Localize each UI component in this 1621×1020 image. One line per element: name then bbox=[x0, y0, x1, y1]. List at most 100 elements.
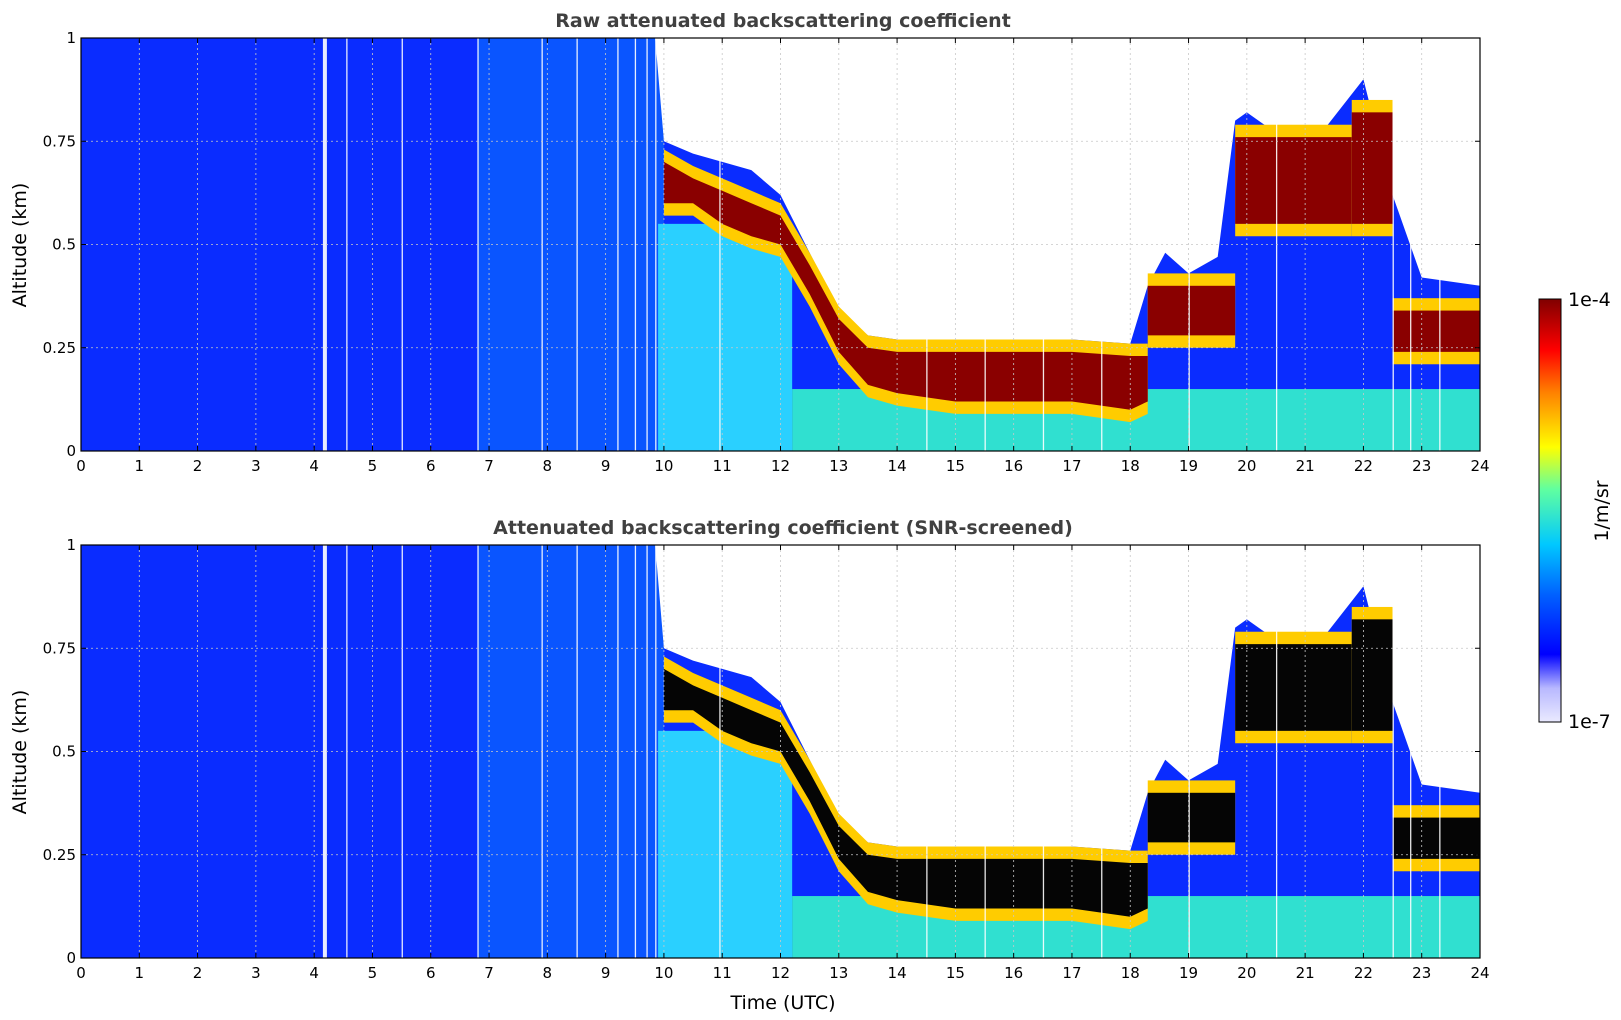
data-gap-stripe bbox=[1042, 38, 1045, 451]
data-gap-stripe bbox=[1439, 545, 1441, 958]
data-gap-stripe bbox=[1188, 38, 1190, 451]
y-tick-label: 0.5 bbox=[52, 743, 76, 761]
x-tick-label: 11 bbox=[713, 457, 732, 475]
aerosol-layer bbox=[1392, 310, 1480, 352]
x-tick-label: 7 bbox=[484, 964, 494, 982]
aerosol-layer bbox=[1147, 792, 1236, 843]
panel-screened: Attenuated backscattering coefficient (S… bbox=[9, 517, 1490, 1014]
y-tick-label: 0.5 bbox=[52, 236, 76, 254]
aerosol-layer bbox=[1235, 644, 1352, 731]
y-axis-label: Altitude (km) bbox=[9, 183, 31, 308]
x-tick-label: 12 bbox=[771, 457, 790, 475]
x-tick-label: 18 bbox=[1121, 964, 1140, 982]
x-ticks: 0 1 2 3 4 5 6 7 8 9 10 11 12 13 14 15 16 17 18 19 20 21 22 23 24 bbox=[76, 38, 1490, 475]
x-tick-label: 16 bbox=[1004, 964, 1023, 982]
x-tick-label: 19 bbox=[1179, 457, 1198, 475]
x-tick-label: 1 bbox=[135, 457, 145, 475]
heatmap-region bbox=[658, 223, 793, 451]
grid-lines bbox=[80, 545, 1481, 958]
x-tick-label: 20 bbox=[1237, 964, 1256, 982]
x-tick-label: 21 bbox=[1296, 964, 1315, 982]
x-tick-label: 3 bbox=[251, 457, 261, 475]
x-tick-label: 24 bbox=[1470, 964, 1489, 982]
x-tick-label: 23 bbox=[1412, 964, 1431, 982]
x-tick-label: 1 bbox=[135, 964, 145, 982]
x-tick-label: 17 bbox=[1062, 964, 1081, 982]
colorbar: 1e-4 1e-7 1/m/sr bbox=[1538, 289, 1613, 733]
y-tick-label: 1 bbox=[66, 536, 76, 554]
y-tick-label: 1 bbox=[66, 29, 76, 47]
x-tick-label: 15 bbox=[946, 964, 965, 982]
y-ticks: 0 0.25 0.5 0.75 1 bbox=[43, 29, 1480, 460]
x-tick-label: 19 bbox=[1179, 964, 1198, 982]
panel-raw: Raw attenuated backscattering coefficien… bbox=[9, 10, 1490, 475]
data-gap-stripe bbox=[719, 545, 721, 958]
x-tick-label: 22 bbox=[1354, 457, 1373, 475]
x-tick-label: 10 bbox=[654, 964, 673, 982]
x-tick-label: 13 bbox=[829, 964, 848, 982]
y-axis-label: Altitude (km) bbox=[9, 690, 31, 815]
grid-lines bbox=[80, 38, 1481, 451]
x-ticks: 0 1 2 3 4 5 6 7 8 9 10 11 12 13 14 15 16 17 18 19 20 21 22 23 24 bbox=[76, 545, 1490, 982]
x-tick-label: 22 bbox=[1354, 964, 1373, 982]
x-tick-label: 12 bbox=[771, 964, 790, 982]
x-tick-label: 9 bbox=[601, 964, 611, 982]
x-tick-label: 18 bbox=[1121, 457, 1140, 475]
colorbar-gradient bbox=[1538, 298, 1562, 723]
data-gap-stripe bbox=[655, 38, 657, 451]
x-tick-label: 3 bbox=[251, 964, 261, 982]
heatmap-region bbox=[658, 730, 793, 958]
x-tick-label: 6 bbox=[426, 457, 436, 475]
x-tick-label: 7 bbox=[484, 457, 494, 475]
x-tick-label: 14 bbox=[888, 964, 907, 982]
x-tick-label: 0 bbox=[76, 457, 86, 475]
aerosol-layer bbox=[1351, 619, 1393, 731]
data-gap-stripe bbox=[1042, 545, 1045, 958]
x-tick-label: 13 bbox=[829, 457, 848, 475]
data-gap-stripe bbox=[655, 545, 657, 958]
x-tick-label: 6 bbox=[426, 964, 436, 982]
x-tick-label: 11 bbox=[713, 964, 732, 982]
clear-air-region bbox=[655, 545, 1480, 851]
y-tick-label: 0 bbox=[66, 949, 76, 967]
x-tick-label: 4 bbox=[309, 964, 319, 982]
y-tick-label: 0 bbox=[66, 442, 76, 460]
colorbar-unit-label: 1/m/sr bbox=[1591, 480, 1613, 541]
aerosol-layer bbox=[1351, 112, 1393, 224]
x-tick-label: 0 bbox=[76, 964, 86, 982]
data-gap-stripe bbox=[1410, 545, 1412, 958]
data-gap-stripe bbox=[719, 38, 721, 451]
data-gap-stripe bbox=[984, 38, 986, 451]
x-tick-label: 16 bbox=[1004, 457, 1023, 475]
data-gap-stripe bbox=[322, 38, 327, 451]
y-tick-label: 0.25 bbox=[43, 846, 76, 864]
y-tick-label: 0.25 bbox=[43, 339, 76, 357]
x-tick-label: 8 bbox=[543, 457, 553, 475]
x-tick-label: 2 bbox=[193, 457, 203, 475]
x-tick-label: 17 bbox=[1062, 457, 1081, 475]
x-tick-label: 20 bbox=[1237, 457, 1256, 475]
aerosol-layer bbox=[1392, 817, 1480, 859]
aerosol-layer bbox=[1235, 137, 1352, 224]
x-axis-label: Time (UTC) bbox=[729, 992, 835, 1014]
x-tick-label: 14 bbox=[888, 457, 907, 475]
data-gap-stripe bbox=[477, 38, 479, 451]
y-tick-label: 0.75 bbox=[43, 639, 76, 657]
x-tick-label: 10 bbox=[654, 457, 673, 475]
boundary-layer-band bbox=[663, 161, 1148, 410]
x-tick-label: 4 bbox=[309, 457, 319, 475]
data-gap-stripe bbox=[984, 545, 986, 958]
x-tick-label: 5 bbox=[368, 964, 378, 982]
data-gap-stripe bbox=[1410, 38, 1412, 451]
colorbar-max-label: 1e-4 bbox=[1568, 289, 1611, 311]
data-gap-stripe bbox=[1188, 545, 1190, 958]
x-tick-label: 21 bbox=[1296, 457, 1315, 475]
aerosol-layer bbox=[1147, 285, 1236, 336]
clear-air-region bbox=[655, 38, 1480, 344]
data-gap-stripe bbox=[1392, 38, 1394, 451]
y-ticks: 0 0.25 0.5 0.75 1 bbox=[43, 536, 1480, 967]
panel-title: Attenuated backscattering coefficient (S… bbox=[493, 517, 1073, 539]
data-gap-stripe bbox=[1439, 38, 1441, 451]
x-tick-label: 5 bbox=[368, 457, 378, 475]
data-gap-stripe bbox=[634, 545, 637, 958]
